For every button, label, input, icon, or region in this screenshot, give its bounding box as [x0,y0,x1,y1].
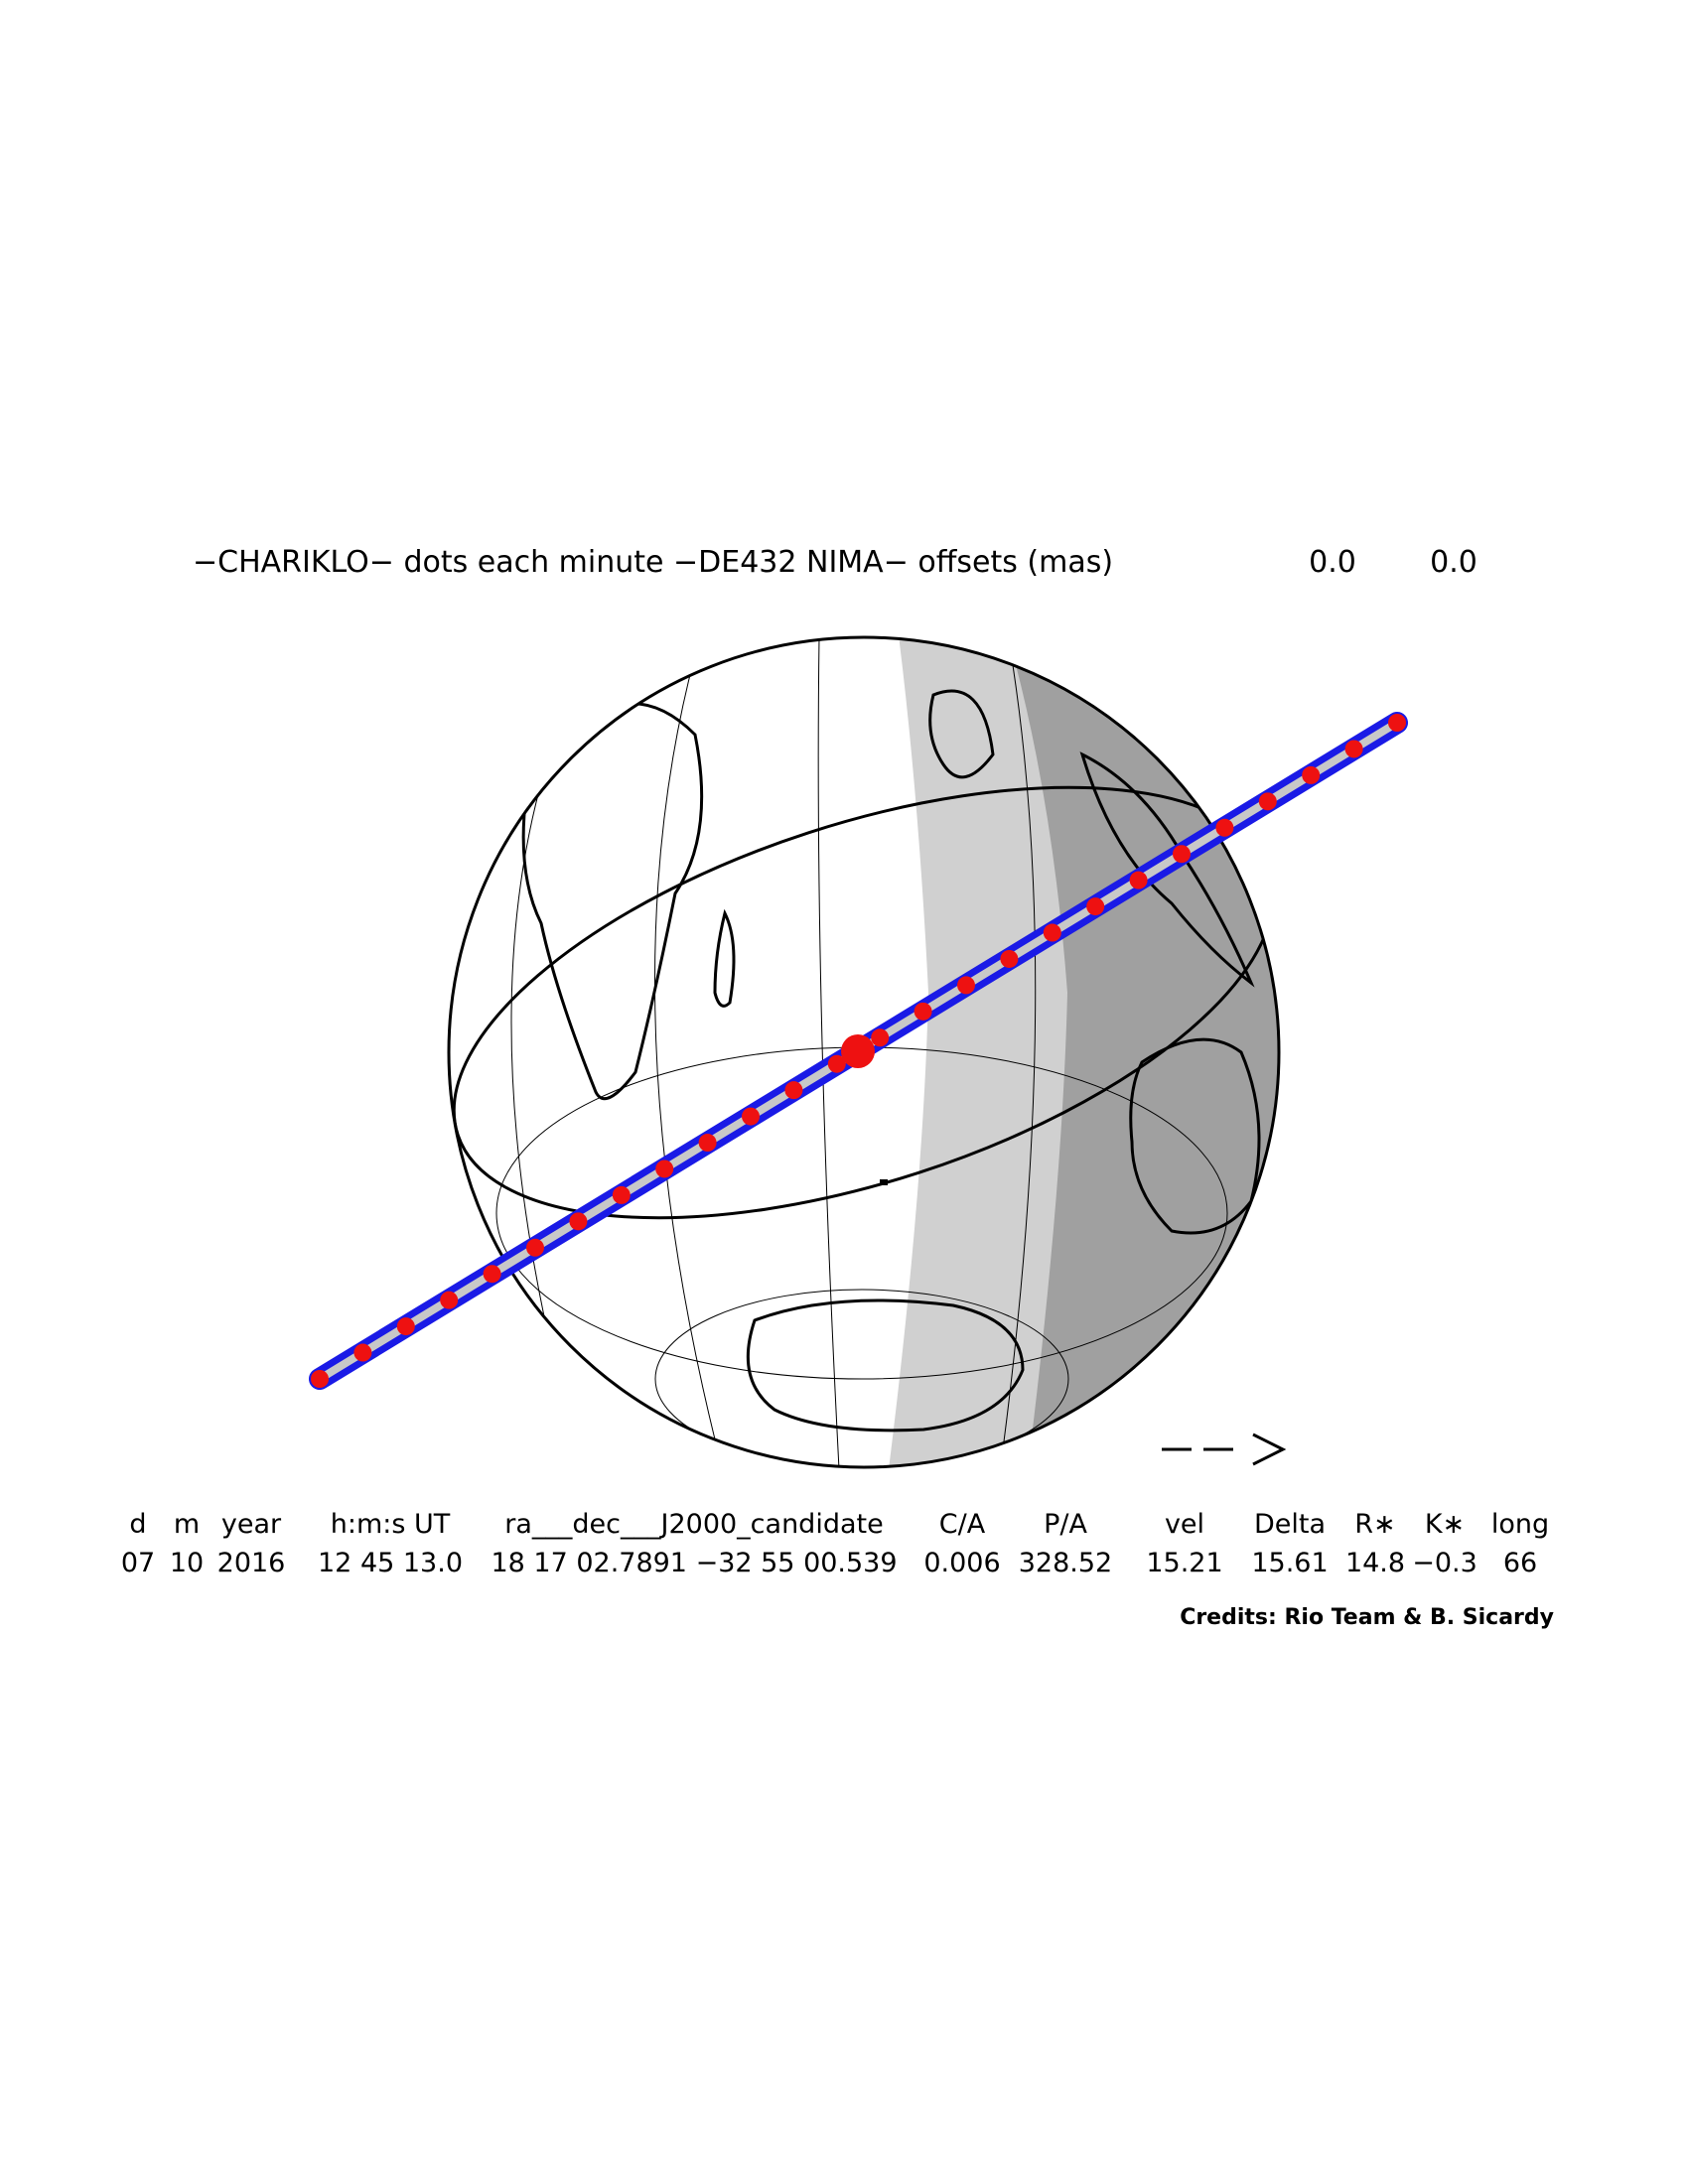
minute-dot [353,1343,372,1362]
minute-dot [1129,871,1148,889]
minute-dot [1043,923,1061,942]
minute-dot [1302,765,1321,784]
table-value: 12 45 13.0 [318,1548,463,1578]
table-value: 14.8 [1345,1548,1405,1578]
minute-dot [871,1028,890,1047]
offset-y: 0.0 [1430,545,1477,580]
table-header: R∗ [1354,1509,1395,1540]
table-header: m [174,1509,200,1540]
minute-dot [1258,792,1277,811]
table-value: 18 17 02.7891 −32 55 00.539 [491,1548,897,1578]
table-header: Delta [1254,1509,1326,1540]
offset-x: 0.0 [1309,545,1356,580]
minute-dot [1388,714,1406,732]
minute-dot [1086,897,1105,916]
table-value: 15.21 [1146,1548,1222,1578]
minute-dot [1344,740,1363,758]
minute-dot [1173,845,1191,864]
table-value: 07 [121,1548,155,1578]
minute-dot [526,1238,544,1257]
minute-dot [827,1054,846,1073]
minute-dot [311,1370,329,1388]
minute-dot [1000,949,1019,968]
table-header: C/A [939,1509,986,1540]
minute-dot [396,1317,415,1336]
minute-dot [784,1081,803,1100]
minute-dot [1215,818,1234,837]
table-header: K∗ [1425,1509,1465,1540]
minute-dot [440,1291,459,1309]
table-value: 15.61 [1251,1548,1328,1578]
minute-dot [698,1134,717,1153]
table-value: −0.3 [1412,1548,1477,1578]
minute-dot [483,1265,501,1284]
table-value: 2016 [217,1548,286,1578]
table-header: year [221,1509,282,1540]
minute-dot [655,1160,674,1178]
table-header: P/A [1044,1509,1087,1540]
table-header: vel [1165,1509,1204,1540]
table-value: 328.52 [1019,1548,1112,1578]
table-value: 66 [1503,1548,1537,1578]
table-value: 10 [170,1548,204,1578]
minute-dot [914,1002,932,1021]
minute-dot [612,1185,631,1204]
info-table: d m year h:m:s UT ra___dec___J2000_candidate… [121,1509,1549,1578]
occultation-path [309,712,1408,1390]
table-header: h:m:s UT [331,1509,451,1540]
direction-arrow [1162,1433,1287,1466]
table-header: long [1491,1509,1549,1540]
table-value: 0.006 [923,1548,1000,1578]
credits: Credits: Rio Team & B. Sicardy [1180,1605,1554,1630]
minute-dot [742,1107,760,1126]
title: −CHARIKLO− dots each minute −DE432 NIMA−… [193,545,1113,580]
table-header: d [129,1509,146,1540]
minute-dot [569,1212,588,1231]
table-header: ra___dec___J2000_candidate [504,1509,883,1540]
minute-dot [957,976,975,995]
